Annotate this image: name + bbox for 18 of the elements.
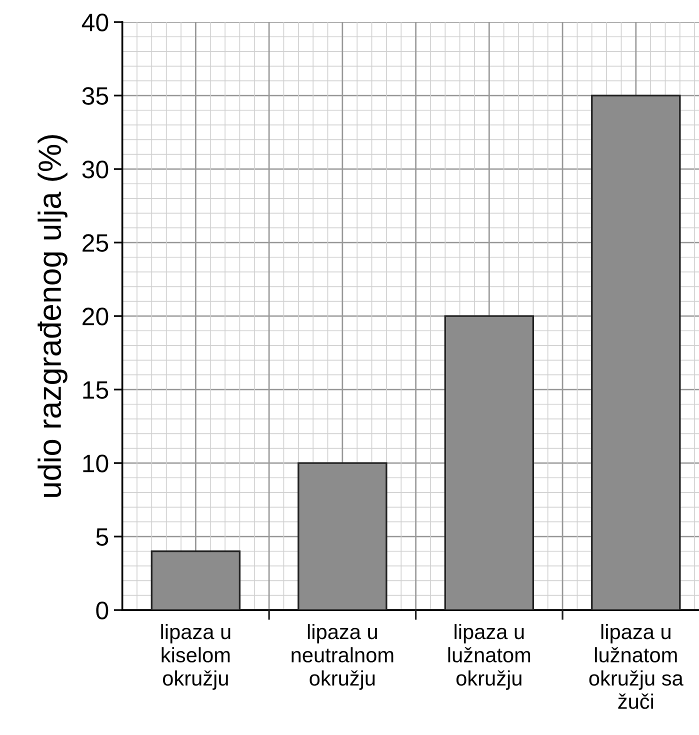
y-tick-label: 30 bbox=[82, 160, 108, 178]
bar bbox=[298, 462, 388, 610]
bar bbox=[444, 315, 534, 610]
y-tick-label: 10 bbox=[83, 454, 108, 472]
y-tick-label: 15 bbox=[83, 381, 108, 399]
bar bbox=[150, 550, 241, 610]
y-tick-label: 25 bbox=[82, 234, 108, 252]
y-tick-label: 20 bbox=[82, 308, 108, 326]
y-axis-title: udio razgrađenog ulja (%) bbox=[38, 135, 68, 497]
x-tick-label: lipaza u kiselom okružju bbox=[161, 624, 230, 690]
x-tick-label: lipaza u lužnatom okružju bbox=[448, 624, 530, 690]
y-tick-label: 0 bbox=[96, 602, 108, 620]
x-tick-label: lipaza u neutralnom okružju bbox=[292, 624, 394, 690]
y-tick-label: 40 bbox=[82, 14, 108, 32]
y-tick-label: 35 bbox=[82, 87, 108, 105]
x-tick-label: lipaza u lužnatom okružju sa žuči bbox=[589, 624, 684, 709]
bar bbox=[591, 94, 681, 610]
y-tick-label: 5 bbox=[96, 528, 108, 546]
